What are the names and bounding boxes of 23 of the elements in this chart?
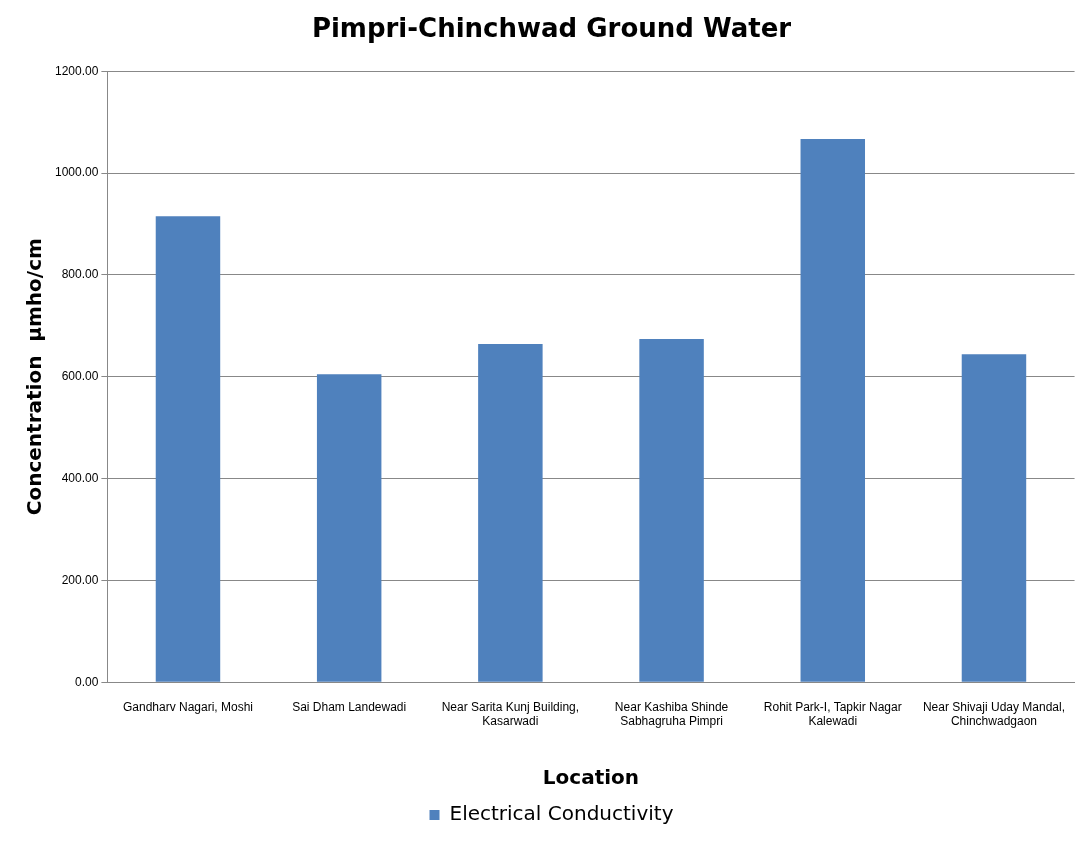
x-tick-label: Near Kashiba Shinde Sabhagruha Pimpri: [614, 699, 729, 729]
legend-label: Electrical Conductivity: [449, 801, 674, 826]
y-tick-label: 200.00: [61, 572, 99, 587]
bar: [155, 216, 221, 682]
x-tick-label: Rohit Park-I, Tapkir Nagar Kalewadi: [763, 699, 902, 729]
x-tick-label: Near Sarita Kunj Building, Kasarwadi: [441, 699, 580, 729]
bar: [316, 374, 382, 682]
x-tick-label: Gandharv Nagari, Moshi: [122, 699, 254, 714]
x-tick-label: Sai Dham Landewadi: [292, 699, 407, 714]
x-tick-label: Near Shivaji Uday Mandal, Chinchwadgaon: [922, 699, 1066, 729]
y-tick-label: 600.00: [61, 369, 99, 384]
chart-title: Pimpri-Chinchwad Ground Water: [311, 13, 792, 44]
y-axis-title: Concentration µmho/cm: [22, 238, 47, 516]
bar: [961, 354, 1027, 682]
y-tick-label: 0.00: [75, 674, 99, 689]
x-axis-title: Location: [542, 765, 640, 790]
y-tick-label: 1000.00: [54, 165, 99, 180]
y-tick-label: 400.00: [61, 470, 99, 485]
y-tick-label: 800.00: [61, 267, 99, 282]
y-tick-label: 1200.00: [54, 63, 99, 78]
bar: [800, 138, 866, 682]
bar: [478, 344, 543, 682]
bar: [639, 339, 704, 682]
